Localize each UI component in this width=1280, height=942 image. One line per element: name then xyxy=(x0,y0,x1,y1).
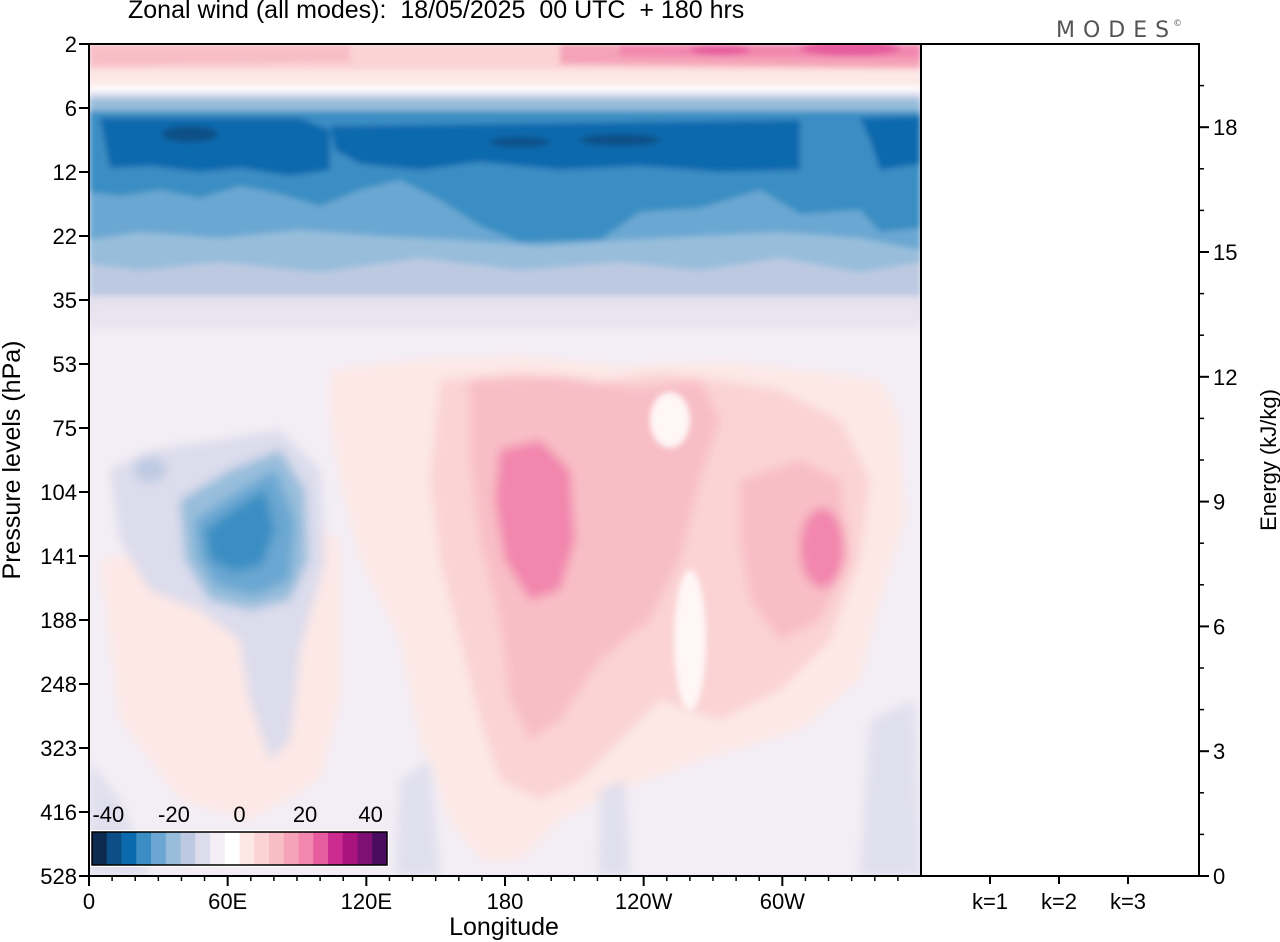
x-tick-label: 0 xyxy=(83,889,95,914)
energy-tick-label: 12 xyxy=(1213,365,1237,390)
x-tick-label: 120E xyxy=(341,889,392,914)
energy-tick-label: 0 xyxy=(1213,864,1225,889)
heatmap-field xyxy=(89,44,921,876)
y-tick-label: 528 xyxy=(40,864,77,889)
modes-logo: MODES© xyxy=(1056,18,1186,43)
y-tick-label: 2 xyxy=(65,32,77,57)
y-tick-label: 6 xyxy=(65,96,77,121)
x-tick-label: 180 xyxy=(487,889,524,914)
energy-bar xyxy=(966,875,1014,877)
y-tick-label: 248 xyxy=(40,672,77,697)
energy-tick-label: 18 xyxy=(1213,115,1237,140)
colorbar-swatch xyxy=(151,832,167,865)
y-tick-label: 75 xyxy=(53,416,77,441)
x-axis-label: Longitude xyxy=(449,913,559,941)
energy-tick-label: 9 xyxy=(1213,490,1225,515)
energy-tick-label: 3 xyxy=(1213,739,1225,764)
y-tick-label: 104 xyxy=(40,480,77,505)
colorbar-swatch xyxy=(372,832,388,865)
colorbar-border xyxy=(91,831,388,866)
energy-bars: k=1 k=2 k=3 xyxy=(966,875,1152,914)
colorbar-swatch xyxy=(195,832,211,865)
energy-bar-label: k=2 xyxy=(1041,889,1077,914)
y-tick-label: 12 xyxy=(53,160,77,185)
energy-tick-label: 15 xyxy=(1213,240,1237,265)
colorbar-label: 20 xyxy=(293,802,317,827)
brand-name: MODES xyxy=(1056,18,1178,43)
colorbar-label: -40 xyxy=(92,802,124,827)
colorbar-swatch xyxy=(357,832,373,865)
y-axis-label: Pressure levels (hPa) xyxy=(0,341,26,580)
colorbar-swatch xyxy=(121,832,137,865)
y-tick-label: 35 xyxy=(53,288,77,313)
colorbar-swatch xyxy=(342,832,358,865)
x-tick-label: 60W xyxy=(760,889,805,914)
energy-bar-label: k=3 xyxy=(1110,889,1146,914)
colorbar-swatch xyxy=(283,832,299,865)
colorbar-swatch xyxy=(180,832,196,865)
x-tick-label: 120W xyxy=(615,889,673,914)
chart-title: Zonal wind (all modes): 18/05/2025 00 UT… xyxy=(128,0,745,24)
colorbar-swatch xyxy=(210,832,226,865)
colorbar-swatch xyxy=(298,832,314,865)
axes-layer: 0 60E 120E 180 120W 60W2612223553751041411882… xyxy=(40,32,1237,914)
colorbar-swatch xyxy=(269,832,285,865)
colorbar-swatch xyxy=(106,832,122,865)
y-tick-label: 416 xyxy=(40,800,77,825)
energy-bar xyxy=(1104,875,1152,877)
brand-mark: © xyxy=(1173,19,1183,29)
energy-bar xyxy=(1035,875,1083,877)
colorbar-swatch xyxy=(239,832,255,865)
colorbar-swatch xyxy=(313,832,329,865)
colorbar-swatch xyxy=(254,832,270,865)
colorbar-label: -20 xyxy=(158,802,190,827)
colorbar-swatch xyxy=(92,832,108,865)
colorbar-swatch xyxy=(165,832,181,865)
y-tick-label: 22 xyxy=(53,224,77,249)
colorbar-swatch xyxy=(224,832,240,865)
x-tick-label: 60E xyxy=(208,889,247,914)
y-tick-label: 323 xyxy=(40,736,77,761)
energy-panel-frame xyxy=(920,43,1200,877)
energy-bar-label: k=1 xyxy=(972,889,1008,914)
colorbar: -40 -20 0 20 40 xyxy=(90,802,389,867)
colorbar-label: 0 xyxy=(233,802,245,827)
y-tick-label: 188 xyxy=(40,608,77,633)
energy-axis-label: Energy (kJ/kg) xyxy=(1256,389,1280,531)
energy-tick-label: 6 xyxy=(1213,614,1225,639)
y-tick-label: 53 xyxy=(53,352,77,377)
colorbar-swatch xyxy=(136,832,152,865)
y-tick-label: 141 xyxy=(40,544,77,569)
colorbar-label: 40 xyxy=(358,802,382,827)
colorbar-swatch xyxy=(328,832,344,865)
